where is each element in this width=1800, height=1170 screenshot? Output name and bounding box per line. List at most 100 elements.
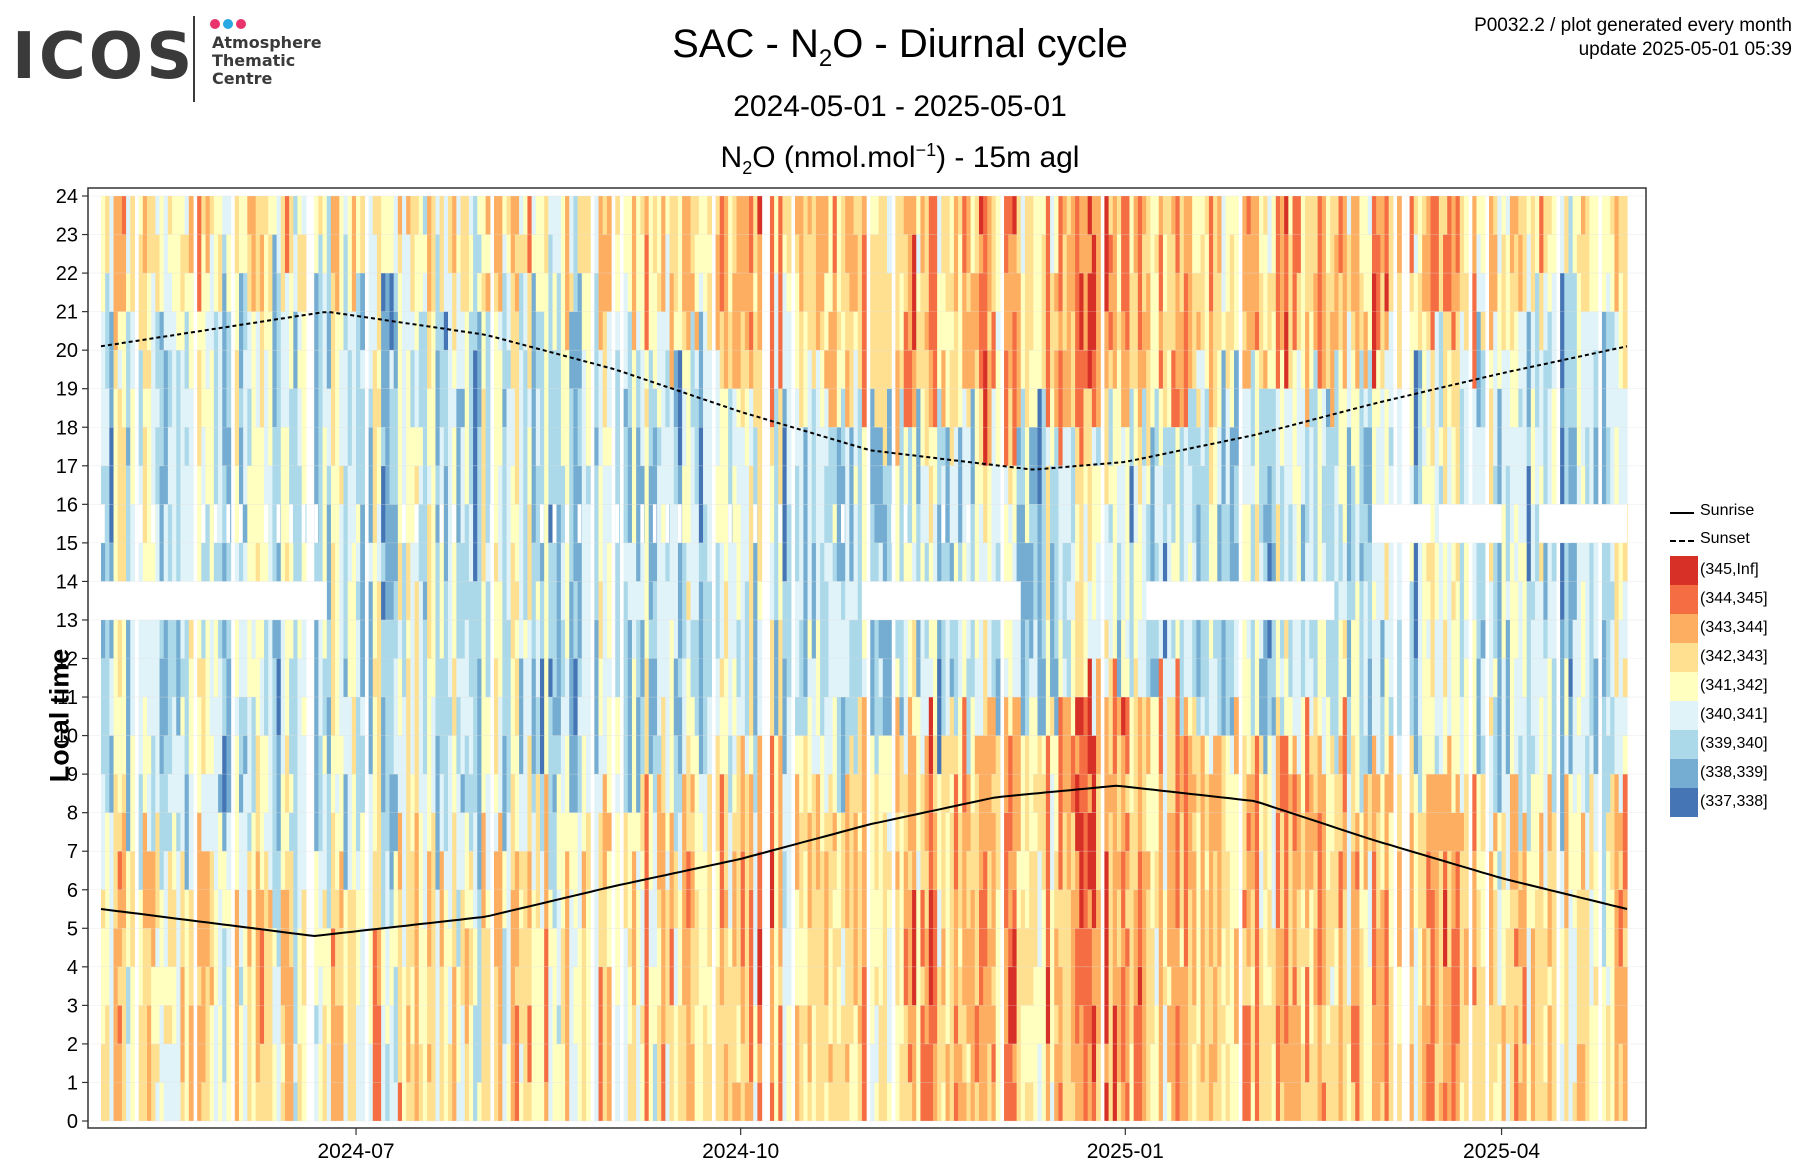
heatmap-cell [799,311,804,428]
heatmap-cell [1342,504,1348,543]
heatmap-cell [928,234,934,351]
heatmap-cell [1472,966,1478,1006]
heatmap-cell [769,504,775,543]
heatmap-cell [1129,542,1135,659]
heatmap-cell [1514,504,1519,543]
heatmap-cell [832,581,838,698]
heatmap-cell [995,1005,1001,1122]
heatmap-cell [314,619,319,736]
heatmap-cell [1384,889,1390,1006]
heatmap-cell [703,889,708,1006]
heatmap-cell [769,928,775,967]
heatmap-cell [397,619,403,659]
heatmap-cell [234,1082,240,1121]
heatmap-cell [506,350,512,389]
heatmap-cell [159,1082,165,1121]
heatmap-cell [1371,851,1377,890]
heatmap-cell [1367,1082,1373,1121]
heatmap-cell [126,735,131,852]
heatmap-cell [1522,311,1528,351]
heatmap-cell [753,1082,758,1121]
heatmap-cell [1075,388,1080,428]
heatmap-cell [1330,966,1335,1006]
heatmap-cell [627,774,633,813]
heatmap-cell [297,465,303,582]
heatmap-cell [1346,581,1352,620]
heatmap-cell [218,1005,223,1122]
heatmap-cell [757,234,763,351]
heatmap-cell [1041,350,1047,389]
heatmap-cell [448,697,453,736]
heatmap-cell [707,774,712,890]
heatmap-cell [682,735,687,775]
heatmap-cell [995,350,1001,466]
heatmap-cell [828,311,834,351]
heatmap-cell [435,465,441,505]
heatmap-cell [335,311,340,428]
heatmap-cell [389,774,395,890]
heatmap-cell [293,619,299,736]
heatmap-cell [197,928,202,967]
heatmap-cell [506,812,512,929]
heatmap-cell [1438,619,1444,736]
heatmap-cell [1188,851,1193,890]
heatmap-cell [247,851,253,890]
heatmap-cell [1012,350,1018,466]
heatmap-cell [1208,658,1214,775]
heatmap-cell [1509,388,1515,428]
heatmap-cell [1083,928,1089,967]
heatmap-cell [569,1005,575,1122]
heatmap-cell [556,504,562,543]
heatmap-cell [723,504,729,543]
heatmap-cell [1054,273,1060,312]
heatmap-cell [1129,273,1135,389]
heatmap-cell [251,542,257,582]
heatmap-cell [155,388,161,428]
heatmap-cell [740,851,746,967]
heatmap-cell [749,1082,754,1121]
sunrise-line [100,784,1628,938]
heatmap-cell [531,542,537,659]
heatmap-cell [995,774,1001,813]
heatmap-cell [1096,427,1101,466]
heatmap-cell [1284,851,1289,890]
heatmap-cell [197,966,202,1006]
heatmap-cell [1242,889,1248,929]
heatmap-cell [895,350,901,466]
missing-data-stripe [652,504,657,543]
heatmap-cell [1321,774,1327,890]
heatmap-cell [1192,273,1197,312]
heatmap-cell [573,735,579,775]
heatmap-cell [640,1043,646,1083]
heatmap-cell [498,1005,503,1122]
heatmap-cell [1004,928,1009,1044]
heatmap-cell [920,273,926,389]
heatmap-cell [1459,697,1465,813]
heatmap-cell [1342,889,1348,1006]
heatmap-cell [1397,273,1402,312]
heatmap-cell [1463,1005,1469,1122]
heatmap-cell [686,928,692,967]
heatmap-cell [113,196,119,235]
heatmap-cell [301,581,307,698]
heatmap-cell [1008,388,1014,505]
heatmap-cell [657,234,662,274]
heatmap-cell [427,504,432,620]
heatmap-cell [1489,581,1494,698]
heatmap-cell [665,851,671,890]
heatmap-cell [418,889,424,1006]
heatmap-cell [247,697,253,813]
heatmap-cell [1229,697,1235,736]
heatmap-cell [205,1005,211,1122]
heatmap-cell [857,465,863,582]
heatmap-cell [1300,851,1306,890]
heatmap-cell [539,1005,545,1122]
y-tick-label: 2 [67,1034,78,1056]
heatmap-cell [1066,311,1072,428]
heatmap-cell [402,697,407,813]
heatmap-cell [1217,427,1223,466]
heatmap-cell [272,774,278,890]
heatmap-cell [857,1005,863,1044]
heatmap-cell [966,1043,972,1083]
heatmap-cell [569,234,575,274]
